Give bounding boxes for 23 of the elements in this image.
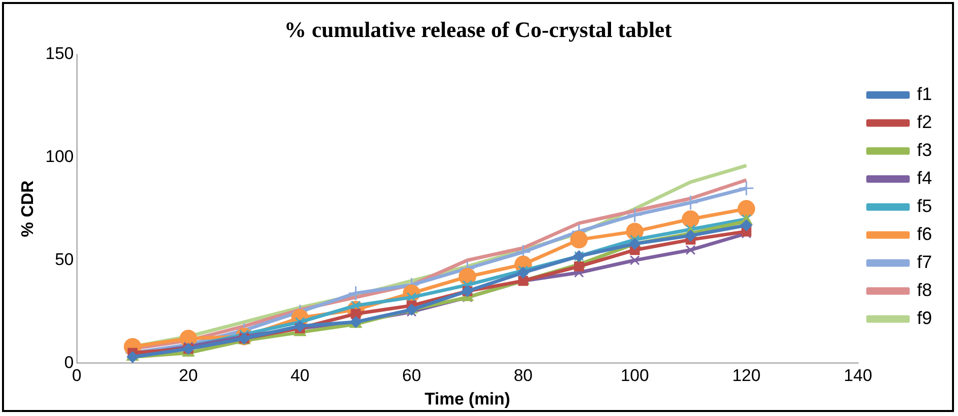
x-tick-label: 20 — [178, 366, 198, 386]
legend-label: f8 — [916, 280, 932, 300]
legend-label: f4 — [916, 168, 932, 188]
y-tick-label: 150 — [45, 44, 74, 64]
y-axis-title: % CDR — [18, 180, 37, 238]
legend-label: f3 — [916, 140, 932, 160]
x-tick-label: 120 — [732, 366, 761, 386]
y-tick-label: 100 — [45, 147, 74, 166]
x-tick-label: 100 — [620, 366, 649, 386]
x-tick-label: 80 — [514, 366, 533, 386]
x-tick-label: 60 — [402, 366, 422, 386]
legend-label: f2 — [916, 112, 932, 132]
y-tick-label: 50 — [54, 250, 74, 269]
legend-label: f9 — [916, 308, 932, 328]
x-tick-label: 40 — [290, 366, 310, 386]
legend-label: f1 — [916, 84, 932, 104]
legend-label: f6 — [916, 224, 932, 244]
chart-title: % cumulative release of Co-crystal tablet — [284, 16, 672, 42]
x-tick-label: 140 — [844, 366, 872, 386]
legend-label: f5 — [916, 196, 932, 216]
y-tick-label: 0 — [64, 352, 74, 372]
legend-label: f7 — [916, 252, 932, 272]
x-axis-title: Time (min) — [424, 389, 510, 408]
